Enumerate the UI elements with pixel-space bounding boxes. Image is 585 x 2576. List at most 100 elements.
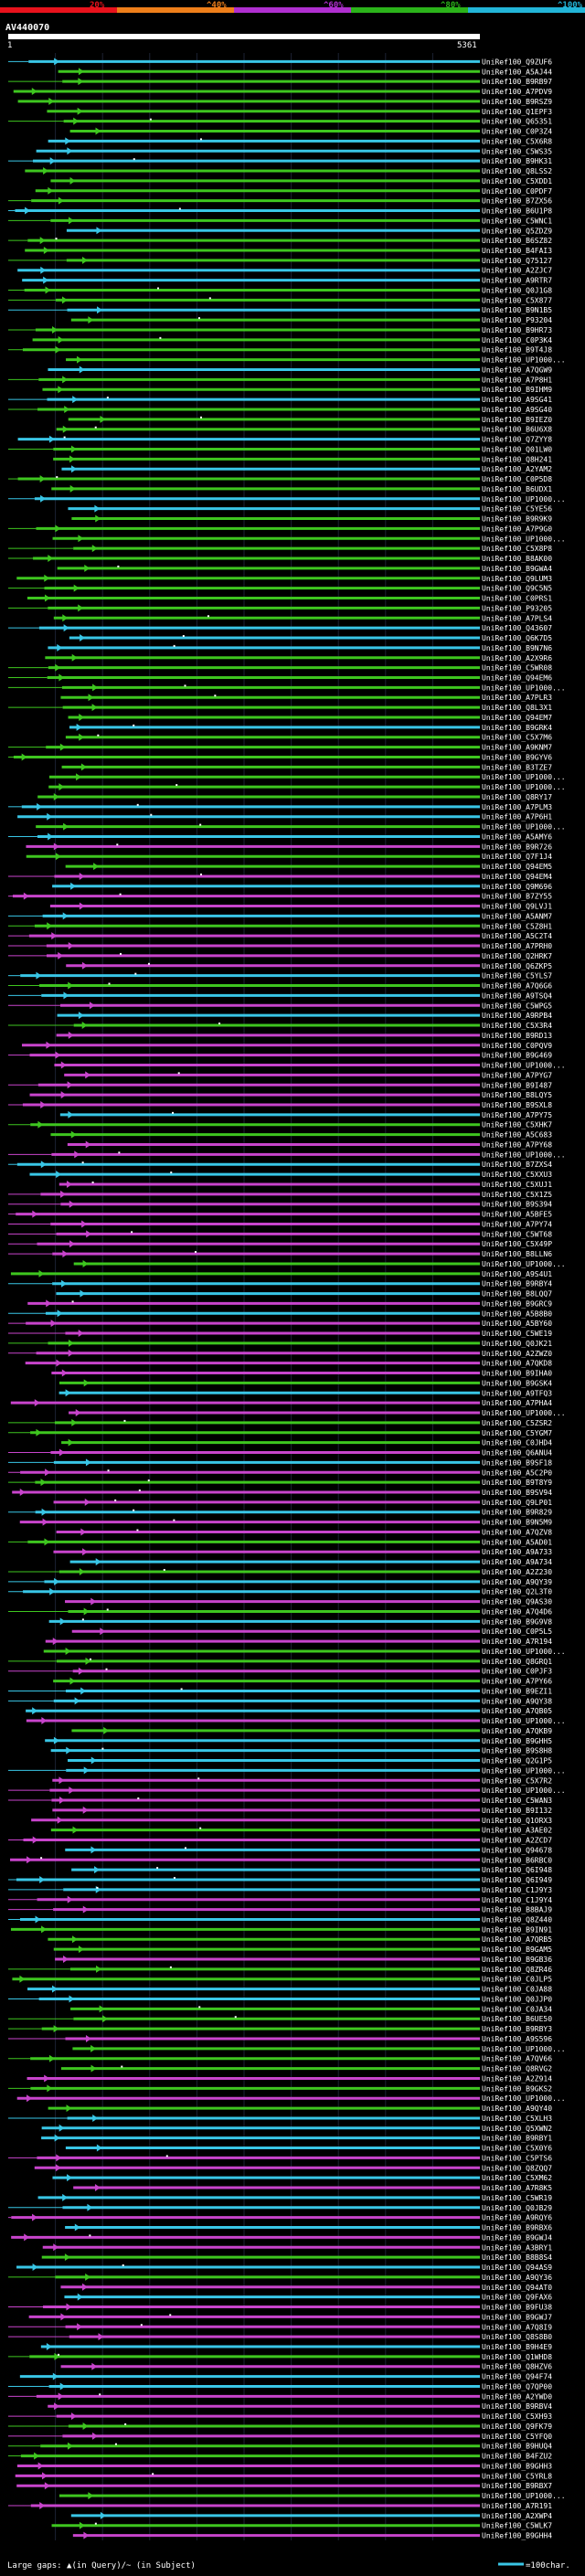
- hit-label[interactable]: UniRef100_C5WAN3: [482, 1797, 552, 1805]
- hit-label[interactable]: UniRef100_B8LQY5: [482, 1091, 552, 1099]
- hit-label[interactable]: UniRef100_A7QKD8: [482, 1360, 552, 1368]
- hit-label[interactable]: UniRef100_C5X8P8: [482, 545, 552, 553]
- hit-label[interactable]: UniRef100_B9RBV4: [482, 2402, 552, 2411]
- hit-label[interactable]: UniRef100_B7ZY55: [482, 893, 552, 901]
- hit-label[interactable]: UniRef100_B6SZ82: [482, 237, 552, 245]
- hit-label[interactable]: UniRef100_A7QB05: [482, 1707, 552, 1715]
- hit-label[interactable]: UniRef100_A9A733: [482, 1548, 552, 1556]
- hit-label[interactable]: UniRef100_B9R829: [482, 1509, 552, 1517]
- hit-label[interactable]: UniRef100_A7P9G0: [482, 525, 552, 533]
- hit-label[interactable]: UniRef100_B9GYV6: [482, 753, 552, 761]
- hit-label[interactable]: UniRef100_B8AK00: [482, 555, 552, 563]
- hit-label[interactable]: UniRef100_A5AJ44: [482, 68, 552, 76]
- hit-label[interactable]: UniRef100_P93205: [482, 604, 552, 612]
- hit-label[interactable]: UniRef100_C5XXU3: [482, 1171, 552, 1179]
- hit-label[interactable]: UniRef100_Q2L3T0: [482, 1588, 552, 1596]
- hit-label[interactable]: UniRef100_B9GSK4: [482, 1379, 552, 1387]
- hit-label[interactable]: UniRef100_Q1ORX3: [482, 1817, 552, 1825]
- hit-label[interactable]: UniRef100_C5YE56: [482, 505, 552, 514]
- hit-label[interactable]: UniRef100_A2ZCD7: [482, 1837, 552, 1845]
- hit-label[interactable]: UniRef100_Q94AT0: [482, 2284, 552, 2292]
- hit-label[interactable]: UniRef100_C5WLK7: [482, 2522, 552, 2530]
- hit-label[interactable]: UniRef100_C5WR08: [482, 664, 552, 673]
- hit-label[interactable]: UniRef100_UP1000...: [482, 783, 566, 791]
- hit-label[interactable]: UniRef100_A5ANM7: [482, 912, 552, 920]
- hit-label[interactable]: UniRef100_B7ZX56: [482, 197, 552, 206]
- hit-label[interactable]: UniRef100_C5WPG5: [482, 1002, 552, 1010]
- hit-label[interactable]: UniRef100_B9S394: [482, 1201, 552, 1209]
- hit-label[interactable]: UniRef100_A2Z230: [482, 1568, 552, 1576]
- hit-label[interactable]: UniRef100_C0JHD4: [482, 1439, 552, 1447]
- hit-label[interactable]: UniRef100_A2ZJC7: [482, 267, 552, 275]
- hit-label[interactable]: UniRef100_C5X6R8: [482, 137, 552, 145]
- hit-label[interactable]: UniRef100_A7PHA4: [482, 1399, 552, 1407]
- hit-label[interactable]: UniRef100_Q43607: [482, 624, 552, 632]
- hit-label[interactable]: UniRef100_C5WR19: [482, 2194, 552, 2202]
- hit-label[interactable]: UniRef100_Q6ZKP5: [482, 962, 552, 970]
- hit-label[interactable]: UniRef100_B6U6X8: [482, 426, 552, 434]
- hit-label[interactable]: UniRef100_A9QY40: [482, 2104, 552, 2113]
- hit-label[interactable]: UniRef100_Q9C5N5: [482, 585, 552, 593]
- hit-label[interactable]: UniRef100_C0JA88: [482, 1986, 552, 1994]
- hit-label[interactable]: UniRef100_A9QY38: [482, 1697, 552, 1705]
- hit-label[interactable]: UniRef100_A3BRY1: [482, 2243, 552, 2252]
- hit-label[interactable]: UniRef100_C5X7R2: [482, 1776, 552, 1785]
- hit-label[interactable]: UniRef100_Q8HZV6: [482, 2363, 552, 2371]
- hit-label[interactable]: UniRef100_A7P8H1: [482, 376, 552, 384]
- hit-label[interactable]: UniRef100_A7R194: [482, 1638, 552, 1646]
- hit-label[interactable]: UniRef100_C5Z8H1: [482, 922, 552, 930]
- hit-label[interactable]: UniRef100_Q9FK79: [482, 2422, 552, 2431]
- hit-label[interactable]: UniRef100_B6RBC0: [482, 1856, 552, 1864]
- hit-label[interactable]: UniRef100_C0P3K4: [482, 336, 552, 345]
- hit-label[interactable]: UniRef100_B9IEZ0: [482, 416, 552, 424]
- hit-label[interactable]: UniRef100_A7QKB9: [482, 1727, 552, 1735]
- hit-label[interactable]: UniRef100_A9KNM7: [482, 744, 552, 752]
- hit-label[interactable]: UniRef100_Q2HRK7: [482, 952, 552, 960]
- hit-label[interactable]: UniRef100_A5AD01: [482, 1538, 552, 1546]
- hit-label[interactable]: UniRef100_B4FZU2: [482, 2453, 552, 2461]
- hit-label[interactable]: UniRef100_C1J9Y3: [482, 1886, 552, 1894]
- hit-label[interactable]: UniRef100_B9G469: [482, 1052, 552, 1060]
- hit-label[interactable]: UniRef100_Q9LP01: [482, 1499, 552, 1507]
- hit-label[interactable]: UniRef100_A2XWP4: [482, 2512, 552, 2520]
- hit-label[interactable]: UniRef100_C0PQV9: [482, 1042, 552, 1050]
- hit-label[interactable]: UniRef100_B9IHM9: [482, 386, 552, 394]
- hit-label[interactable]: UniRef100_B9I487: [482, 1081, 552, 1089]
- hit-label[interactable]: UniRef100_A5C2P0: [482, 1468, 552, 1477]
- hit-label[interactable]: UniRef100_C5XH93: [482, 2412, 552, 2421]
- hit-label[interactable]: UniRef100_B9R726: [482, 843, 552, 851]
- hit-label[interactable]: UniRef100_Q94EM7: [482, 714, 552, 722]
- hit-label[interactable]: UniRef100_A7P6H1: [482, 813, 552, 822]
- hit-label[interactable]: UniRef100_Q94F74: [482, 2373, 552, 2381]
- hit-label[interactable]: UniRef100_C0PRS1: [482, 595, 552, 603]
- hit-label[interactable]: UniRef100_A9SG41: [482, 396, 552, 404]
- hit-label[interactable]: UniRef100_C5YFQ0: [482, 2433, 552, 2441]
- hit-label[interactable]: UniRef100_UP1000...: [482, 2094, 566, 2103]
- hit-label[interactable]: UniRef100_B9HUQ4: [482, 2443, 552, 2451]
- hit-label[interactable]: UniRef100_A7PLS4: [482, 614, 552, 622]
- hit-label[interactable]: UniRef100_A9RQY6: [482, 2214, 552, 2222]
- hit-label[interactable]: UniRef100_A7PLR3: [482, 694, 552, 702]
- hit-label[interactable]: UniRef100_Q6I948: [482, 1866, 552, 1874]
- hit-label[interactable]: UniRef100_Q7F1J4: [482, 853, 552, 861]
- hit-label[interactable]: UniRef100_Q9AS30: [482, 1598, 552, 1606]
- hit-label[interactable]: UniRef100_Q9LVJ1: [482, 903, 552, 911]
- hit-label[interactable]: UniRef100_C5X7M6: [482, 734, 552, 742]
- hit-label[interactable]: UniRef100_A7R8K5: [482, 2184, 552, 2192]
- hit-label[interactable]: UniRef100_C5WT68: [482, 1230, 552, 1238]
- hit-label[interactable]: UniRef100_C5X877: [482, 296, 552, 304]
- hit-label[interactable]: UniRef100_A7PY68: [482, 1140, 552, 1149]
- hit-label[interactable]: UniRef100_A9QY39: [482, 1578, 552, 1586]
- hit-label[interactable]: UniRef100_A2YAM2: [482, 465, 552, 473]
- hit-label[interactable]: UniRef100_UP1000...: [482, 1717, 566, 1725]
- hit-label[interactable]: UniRef100_B9N7N6: [482, 644, 552, 652]
- hit-label[interactable]: UniRef100_B9R9K9: [482, 515, 552, 524]
- hit-label[interactable]: UniRef100_Q94EM6: [482, 674, 552, 683]
- hit-label[interactable]: UniRef100_A5AMY6: [482, 832, 552, 841]
- hit-label[interactable]: UniRef100_A9RPB4: [482, 1012, 552, 1020]
- hit-label[interactable]: UniRef100_UP1000...: [482, 773, 566, 781]
- hit-label[interactable]: UniRef100_B9SXL8: [482, 1101, 552, 1109]
- hit-label[interactable]: UniRef100_C5WE19: [482, 1330, 552, 1338]
- hit-label[interactable]: UniRef100_Q5ZDZ9: [482, 227, 552, 235]
- hit-label[interactable]: UniRef100_A2Z914: [482, 2074, 552, 2083]
